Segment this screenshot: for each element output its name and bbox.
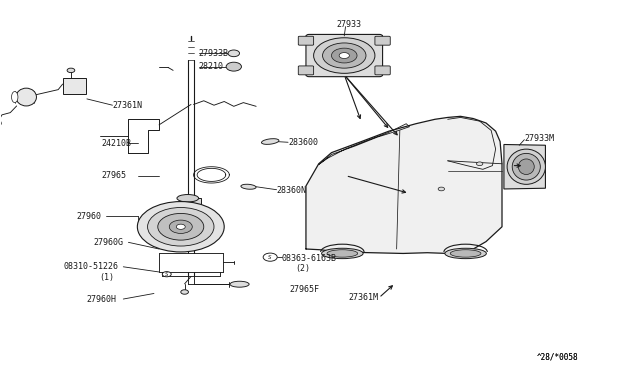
- Ellipse shape: [230, 281, 249, 287]
- Ellipse shape: [507, 149, 545, 185]
- Circle shape: [148, 208, 214, 246]
- Circle shape: [314, 38, 375, 73]
- Circle shape: [323, 43, 366, 68]
- Ellipse shape: [241, 184, 256, 189]
- Text: (2): (2): [296, 264, 311, 273]
- Ellipse shape: [512, 153, 540, 180]
- Text: ^28/*0058: ^28/*0058: [537, 353, 579, 362]
- Text: 27361M: 27361M: [349, 294, 379, 302]
- Text: 27933B: 27933B: [198, 49, 228, 58]
- Text: 27933: 27933: [336, 20, 361, 29]
- Ellipse shape: [518, 159, 534, 174]
- Ellipse shape: [262, 139, 279, 144]
- Circle shape: [180, 290, 188, 294]
- FancyBboxPatch shape: [298, 66, 314, 75]
- Ellipse shape: [0, 118, 1, 126]
- Text: 27960G: 27960G: [93, 238, 124, 247]
- Text: 27965: 27965: [102, 171, 127, 180]
- Circle shape: [263, 253, 277, 261]
- Text: 28360N: 28360N: [276, 186, 307, 195]
- Ellipse shape: [177, 216, 198, 221]
- Text: 28210: 28210: [198, 62, 223, 71]
- FancyBboxPatch shape: [180, 198, 200, 218]
- Polygon shape: [504, 144, 545, 189]
- Circle shape: [176, 224, 185, 230]
- Text: 08363-6163B: 08363-6163B: [282, 254, 337, 263]
- Text: (1): (1): [100, 273, 115, 282]
- Ellipse shape: [16, 88, 36, 106]
- Text: 27960: 27960: [76, 212, 101, 221]
- Text: 27960H: 27960H: [87, 295, 117, 304]
- Circle shape: [332, 48, 357, 63]
- Circle shape: [170, 220, 192, 234]
- Circle shape: [226, 62, 241, 71]
- FancyBboxPatch shape: [306, 35, 383, 77]
- Text: S: S: [165, 272, 168, 277]
- Ellipse shape: [451, 250, 481, 257]
- Circle shape: [67, 68, 75, 73]
- Ellipse shape: [327, 250, 358, 257]
- Text: 27361N: 27361N: [113, 101, 143, 110]
- FancyBboxPatch shape: [298, 36, 314, 45]
- Ellipse shape: [12, 92, 18, 103]
- FancyBboxPatch shape: [375, 66, 390, 75]
- Ellipse shape: [321, 248, 363, 259]
- Text: 24210B: 24210B: [102, 139, 132, 148]
- Circle shape: [158, 214, 204, 240]
- Ellipse shape: [177, 195, 198, 202]
- Text: 283600: 283600: [288, 138, 318, 147]
- Circle shape: [476, 162, 483, 166]
- FancyBboxPatch shape: [375, 36, 390, 45]
- Circle shape: [138, 202, 224, 252]
- Text: 08310-51226: 08310-51226: [63, 262, 118, 271]
- Circle shape: [438, 187, 445, 191]
- Text: ^28/*0058: ^28/*0058: [537, 353, 579, 362]
- Text: S: S: [268, 255, 272, 260]
- Circle shape: [163, 272, 172, 277]
- Ellipse shape: [445, 248, 486, 259]
- Circle shape: [339, 52, 349, 58]
- Polygon shape: [306, 116, 502, 253]
- FancyBboxPatch shape: [63, 78, 86, 94]
- Text: 27933M: 27933M: [524, 134, 554, 143]
- Text: 27965F: 27965F: [289, 285, 319, 294]
- Circle shape: [228, 50, 239, 57]
